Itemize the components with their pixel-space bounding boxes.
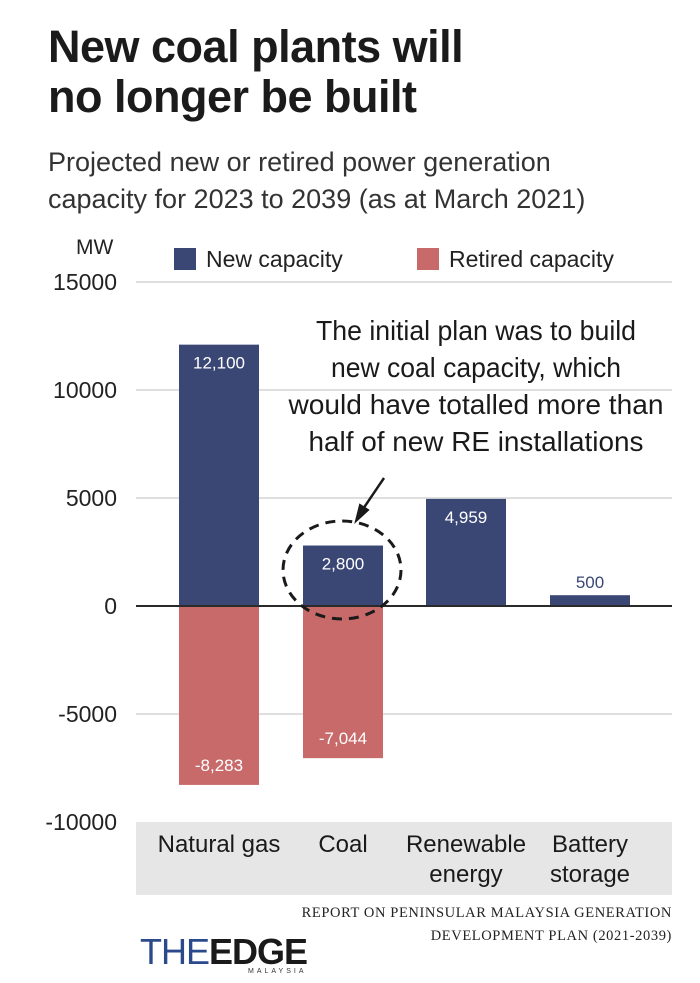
y-tick-label: 15000 [53, 269, 117, 295]
data-label-new: 4,959 [445, 508, 488, 527]
data-label-retired: -8,283 [195, 756, 243, 775]
data-label-new: 12,100 [193, 354, 245, 373]
annotation-text: would have totalled more than [287, 389, 663, 420]
title-line-2: no longer be built [48, 71, 417, 122]
bar-new-capacity [303, 545, 383, 606]
source-line-2: DEVELOPMENT PLAN (2021-2039) [430, 928, 672, 944]
y-axis-unit: MW [76, 236, 114, 259]
bar-new-capacity [179, 344, 259, 606]
category-label: energy [429, 861, 502, 888]
chart-subtitle: Projected new or retired power generatio… [48, 144, 688, 218]
y-tick-label: 5000 [66, 485, 117, 511]
subtitle-line-1: Projected new or retired power generatio… [48, 147, 551, 177]
bar-new-capacity [426, 498, 506, 606]
legend-item-new-capacity: New capacity [174, 246, 343, 273]
annotation-arrow-head [354, 503, 370, 524]
bar-retired-capacity [303, 606, 383, 759]
category-label: Battery [552, 831, 628, 858]
legend-label-retired: Retired capacity [449, 246, 614, 272]
bar-retired-capacity [179, 606, 259, 785]
source-note: REPORT ON PENINSULAR MALAYSIA GENERATION… [302, 902, 672, 948]
category-label: Coal [318, 831, 367, 858]
data-label-retired: -7,044 [319, 729, 367, 748]
legend-swatch-retired [417, 248, 439, 270]
bar-new-capacity [550, 595, 630, 606]
annotation-text: new coal capacity, which [331, 352, 621, 383]
data-label-new: 2,800 [322, 555, 365, 574]
category-band [136, 822, 672, 895]
y-tick-label: 0 [104, 593, 117, 619]
the-edge-logo: THEEDGE MALAYSIA [140, 931, 308, 976]
chart-title: New coal plants will no longer be built [48, 22, 668, 122]
category-label: storage [550, 861, 630, 888]
y-tick-label: 10000 [53, 377, 117, 403]
y-tick-label: -10000 [45, 809, 117, 835]
annotation-text: The initial plan was to build [316, 315, 636, 346]
annotation-arrow-line [359, 477, 386, 513]
legend-label-new: New capacity [206, 246, 343, 272]
annotation-text: half of new RE installations [309, 426, 644, 457]
title-line-1: New coal plants will [48, 21, 464, 72]
y-tick-label: -5000 [58, 701, 117, 727]
logo-sub: MALAYSIA [248, 968, 307, 975]
legend-item-retired-capacity: Retired capacity [417, 246, 614, 273]
legend-swatch-new [174, 248, 196, 270]
coal-highlight-ellipse [281, 519, 403, 621]
logo-the: THE [140, 931, 210, 972]
data-label-new: 500 [576, 573, 604, 592]
source-line-1: REPORT ON PENINSULAR MALAYSIA GENERATION [301, 905, 672, 921]
category-label: Renewable [406, 831, 526, 858]
logo-edge: EDGE [209, 931, 308, 972]
category-label: Natural gas [158, 831, 281, 858]
subtitle-line-2: capacity for 2023 to 2039 (as at March 2… [48, 184, 586, 214]
